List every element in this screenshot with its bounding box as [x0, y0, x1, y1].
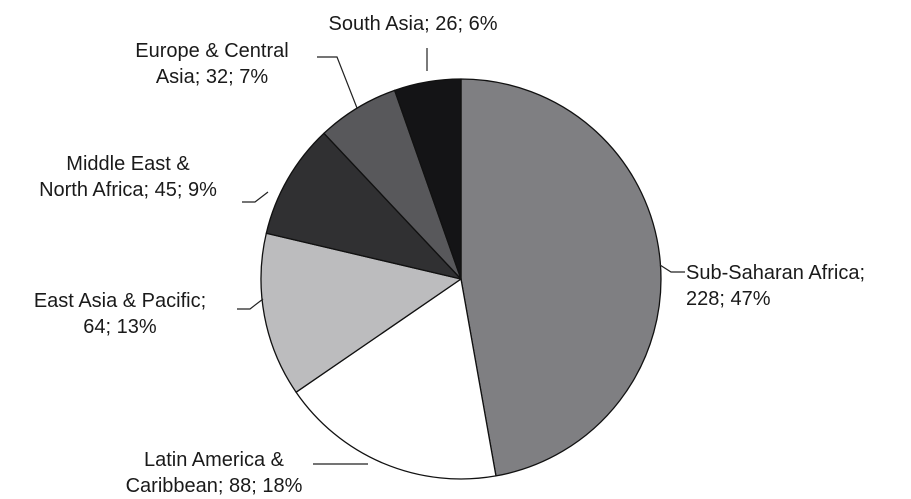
pie-slice-south-asia — [393, 78, 462, 280]
slice-label-latin-america-and-caribbean: Latin America & Caribbean; 88; 18% — [126, 449, 303, 497]
leader-line-sub-saharan-africa — [659, 264, 685, 273]
pie-slice-middle-east-and-north-africa — [265, 132, 462, 280]
slice-label-line: 228; 47% — [686, 288, 771, 310]
slice-label-line: Asia; 32; 7% — [156, 66, 269, 88]
leader-line-europe-and-central-asia — [317, 56, 358, 109]
pie-slices — [260, 78, 662, 480]
slice-label-line: Europe & Central — [135, 40, 288, 62]
pie-slice-sub-saharan-africa — [460, 78, 662, 477]
slice-labels: Sub-Saharan Africa; 228; 47% Latin America… — [34, 13, 865, 497]
slice-label-line: East Asia & Pacific; — [34, 290, 206, 312]
slice-label-europe-and-central-asia: Europe & Central Asia; 32; 7% — [135, 40, 288, 88]
slice-label-south-asia: South Asia; 26; 6% — [328, 13, 497, 35]
slice-label-east-asia-and-pacific: East Asia & Pacific; 64; 13% — [34, 290, 206, 338]
leader-line-middle-east-and-north-africa — [242, 191, 269, 203]
pie-slice-latin-america-and-caribbean — [295, 278, 497, 480]
pie-slice-east-asia-and-pacific — [260, 232, 462, 393]
leader-lines — [237, 48, 685, 465]
slice-label-line: Latin America & — [144, 449, 285, 471]
slice-label-line: Caribbean; 88; 18% — [126, 475, 303, 497]
slice-label-line: Middle East & — [66, 153, 190, 175]
slice-label-sub-saharan-africa: Sub-Saharan Africa; 228; 47% — [686, 262, 865, 310]
slice-label-line: North Africa; 45; 9% — [39, 179, 217, 201]
slice-label-line: Sub-Saharan Africa; — [686, 262, 865, 284]
slice-label-line: 64; 13% — [83, 316, 157, 338]
leader-line-east-asia-and-pacific — [237, 298, 264, 310]
slice-label-line: South Asia; 26; 6% — [328, 13, 497, 35]
slice-label-middle-east-and-north-africa: Middle East & North Africa; 45; 9% — [39, 153, 217, 201]
